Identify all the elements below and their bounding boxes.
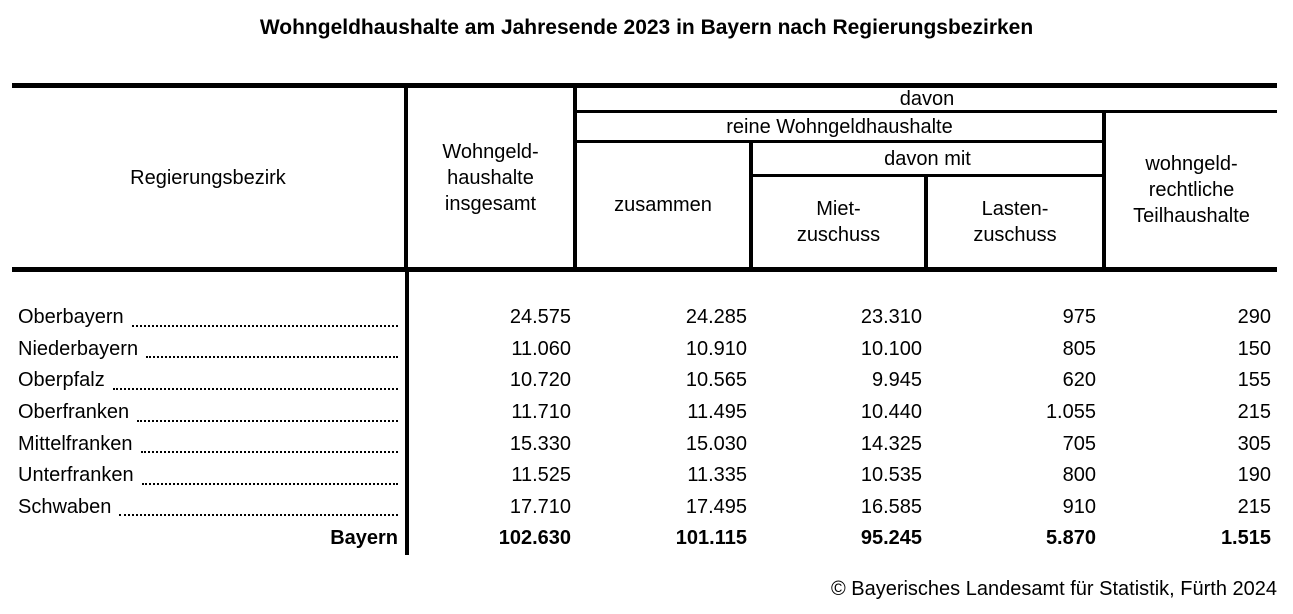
row-label-cell: Oberpfalz <box>12 369 408 392</box>
value-teilhaushalte: 155 <box>1237 369 1271 392</box>
table-row: Oberpfalz 10.720 10.565 9.945 620 155 <box>12 365 1277 397</box>
value-mietzuschuss: 23.310 <box>860 306 922 329</box>
value-mietzuschuss: 9.945 <box>871 369 922 392</box>
region-name: Schwaben <box>18 495 112 518</box>
dot-leader <box>146 340 398 359</box>
region-name: Oberbayern <box>18 306 124 329</box>
total-teilhaushalte: 1.515 <box>1220 527 1271 550</box>
table-row: Oberfranken 11.710 11.495 10.440 1.055 2… <box>12 397 1277 429</box>
table-row: Unterfranken 11.525 11.335 10.535 800 19… <box>12 460 1277 492</box>
table-row: Oberbayern 24.575 24.285 23.310 975 290 <box>12 302 1277 334</box>
header-wohngeldrechtliche-teilhaushalte: wohngeld- rechtliche Teilhaushalte <box>1102 113 1277 267</box>
value-zusammen: 11.335 <box>687 464 747 487</box>
table-row: Niederbayern 11.060 10.910 10.100 805 15… <box>12 334 1277 366</box>
total-name: Bayern <box>330 527 398 550</box>
copyright-note: © Bayerisches Landesamt für Statistik, F… <box>830 578 1277 600</box>
value-mietzuschuss: 10.535 <box>860 464 922 487</box>
dot-leader <box>137 404 398 422</box>
value-lastenzuschuss: 910 <box>1062 495 1096 518</box>
value-lastenzuschuss: 975 <box>1062 306 1096 329</box>
row-label-cell: Oberbayern <box>12 306 408 329</box>
header-davon: davon <box>577 88 1277 113</box>
value-insgesamt: 11.525 <box>511 464 571 487</box>
header-zusammen: zusammen <box>577 143 753 267</box>
value-zusammen: 11.495 <box>687 401 747 424</box>
table-header: Regierungsbezirk Wohngeld- haushalte ins… <box>12 83 1277 272</box>
value-insgesamt: 11.060 <box>511 337 571 360</box>
header-regierungsbezirk: Regierungsbezirk <box>12 88 408 267</box>
header-reine-wohngeldhaushalte: reine Wohngeldhaushalte <box>577 113 1102 143</box>
header-wohngeldhaushalte-insgesamt: Wohngeld- haushalte insgesamt <box>408 88 577 267</box>
value-teilhaushalte: 150 <box>1237 337 1271 360</box>
dot-leader <box>119 498 398 517</box>
dot-leader <box>140 435 398 454</box>
region-name: Niederbayern <box>18 337 139 360</box>
value-insgesamt: 10.720 <box>509 369 571 392</box>
row-label-cell: Oberfranken <box>12 401 408 424</box>
value-insgesamt: 15.330 <box>509 432 571 455</box>
dot-leader <box>141 467 398 485</box>
dot-leader <box>112 372 398 390</box>
value-mietzuschuss: 10.100 <box>860 337 922 360</box>
value-lastenzuschuss: 620 <box>1062 369 1096 392</box>
value-mietzuschuss: 10.440 <box>860 401 922 424</box>
region-name: Oberpfalz <box>18 369 105 392</box>
value-zusammen: 24.285 <box>685 306 747 329</box>
table-row: Mittelfranken 15.330 15.030 14.325 705 3… <box>12 428 1277 460</box>
table-body: Oberbayern 24.575 24.285 23.310 975 290 … <box>12 272 1277 585</box>
value-mietzuschuss: 14.325 <box>860 432 922 455</box>
row-label-cell: Niederbayern <box>12 338 408 361</box>
total-zusammen: 101.115 <box>675 527 747 550</box>
table-total-row: Bayern 102.630 101.115 95.245 5.870 1.51… <box>12 523 1277 555</box>
value-mietzuschuss: 16.585 <box>860 495 922 518</box>
header-davon-mit: davon mit <box>753 143 1102 177</box>
row-label-cell: Unterfranken <box>12 464 408 487</box>
total-insgesamt: 102.630 <box>498 527 571 550</box>
header-mietzuschuss: Miet- zuschuss <box>753 177 928 267</box>
value-lastenzuschuss: 800 <box>1062 464 1096 487</box>
value-teilhaushalte: 290 <box>1237 306 1271 329</box>
value-lastenzuschuss: 705 <box>1062 432 1096 455</box>
value-zusammen: 10.910 <box>685 337 747 360</box>
total-mietzuschuss: 95.245 <box>860 527 922 550</box>
value-insgesamt: 17.710 <box>509 495 571 518</box>
total-lastenzuschuss: 5.870 <box>1045 527 1096 550</box>
row-label-cell: Mittelfranken <box>12 433 408 456</box>
value-zusammen: 17.495 <box>685 495 747 518</box>
value-lastenzuschuss: 1.055 <box>1045 401 1096 424</box>
value-zusammen: 10.565 <box>685 369 747 392</box>
header-lastenzuschuss: Lasten- zuschuss <box>973 198 1057 246</box>
dot-leader <box>131 309 398 327</box>
value-insgesamt: 11.710 <box>511 401 571 424</box>
value-teilhaushalte: 215 <box>1237 495 1271 518</box>
value-zusammen: 15.030 <box>685 432 747 455</box>
total-label-cell: Bayern <box>12 527 408 550</box>
value-teilhaushalte: 215 <box>1237 401 1271 424</box>
value-lastenzuschuss: 805 <box>1062 337 1096 360</box>
value-insgesamt: 24.575 <box>509 306 571 329</box>
table-row: Schwaben 17.710 17.495 16.585 910 215 <box>12 492 1277 524</box>
region-name: Unterfranken <box>18 464 134 487</box>
value-teilhaushalte: 190 <box>1237 464 1271 487</box>
page-title: Wohngeldhaushalte am Jahresende 2023 in … <box>259 16 1034 39</box>
row-label-cell: Schwaben <box>12 496 408 519</box>
region-name: Oberfranken <box>18 401 130 424</box>
value-teilhaushalte: 305 <box>1237 432 1271 455</box>
region-name: Mittelfranken <box>18 432 133 455</box>
column-divider-line <box>405 272 409 555</box>
